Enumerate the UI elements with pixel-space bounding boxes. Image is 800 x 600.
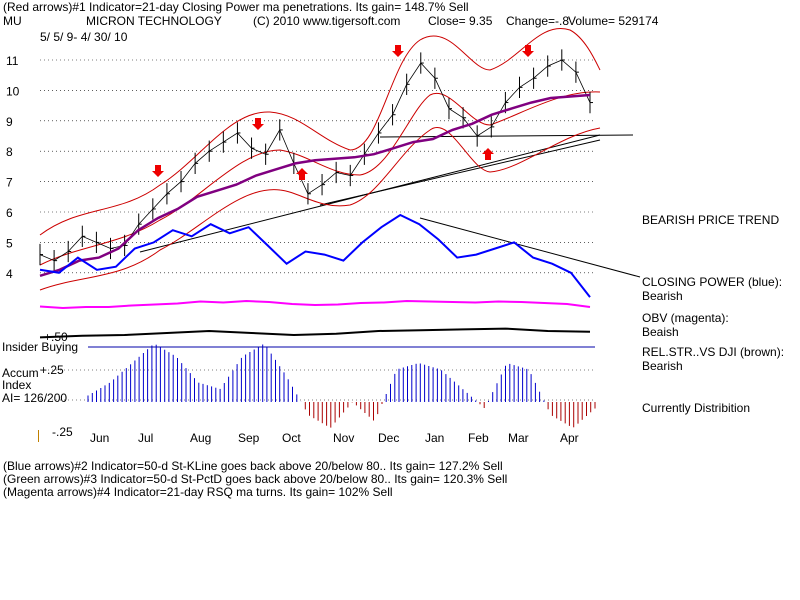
x-tick-jun: Jun bbox=[90, 431, 109, 445]
upper-band bbox=[39, 27, 601, 236]
signal-arrow-buy-5 bbox=[482, 148, 494, 160]
grid-lines bbox=[40, 59, 595, 401]
y-tick-7: 7 bbox=[6, 176, 13, 190]
inner-band bbox=[39, 91, 601, 266]
y-tick-4: 4 bbox=[6, 267, 13, 281]
trendlines bbox=[139, 134, 641, 278]
signal-arrow-sell-0 bbox=[152, 165, 164, 177]
x-tick-dec: Dec bbox=[378, 431, 399, 445]
bollinger-bands bbox=[39, 27, 601, 291]
x-tick-sep: Sep bbox=[238, 431, 260, 445]
x-tick-mar: Mar bbox=[508, 431, 529, 445]
relstr-status: Bearish bbox=[642, 359, 683, 373]
volume-value: Volume= 529174 bbox=[568, 14, 659, 28]
series-rel-str-vs-dji-brown- bbox=[39, 327, 591, 339]
signal-arrow-sell-2 bbox=[392, 45, 404, 57]
signal-arrow-sell-1 bbox=[252, 118, 264, 130]
footer-indicator-3: (Green arrows)#3 Indicator=50-d St-PctD … bbox=[3, 472, 508, 486]
closing-power-trendline bbox=[419, 217, 641, 278]
series-layer bbox=[39, 49, 593, 339]
series-closing-power-blue- bbox=[39, 213, 591, 298]
series-21-day-ma bbox=[39, 93, 591, 277]
series-obv-magenta- bbox=[39, 299, 591, 310]
x-tick-nov: Nov bbox=[333, 431, 354, 445]
horizontal-line bbox=[379, 134, 634, 138]
y-tick-6: 6 bbox=[6, 206, 13, 220]
obv-status: Beaish bbox=[642, 325, 679, 339]
obv-label: OBV (magenta): bbox=[642, 311, 729, 325]
footer-indicator-4: (Magenta arrows)#4 Indicator=21-day RSQ … bbox=[3, 485, 393, 499]
footer-indicator-2: (Blue arrows)#2 Indicator=50-d St-KLine … bbox=[3, 459, 503, 473]
copyright: (C) 2010 www.tigersoft.com bbox=[253, 14, 401, 28]
y-tick-10: 10 bbox=[6, 84, 20, 98]
y-tick-labels: 11 10 9 8 7 6 5 4 bbox=[6, 54, 20, 281]
y-tick-9: 9 bbox=[6, 115, 13, 129]
upper-trendline bbox=[319, 139, 601, 206]
minus25-label: -.25 bbox=[52, 425, 73, 439]
company-name: MICRON TECHNOLOGY bbox=[86, 14, 222, 28]
relstr-label: REL.STR..VS DJI (brown): bbox=[642, 345, 785, 359]
x-tick-aug: Aug bbox=[190, 431, 211, 445]
signal-arrows bbox=[152, 45, 534, 180]
x-tick-apr: Apr bbox=[560, 431, 579, 445]
accum-index-value: AI= 126/200 bbox=[2, 391, 68, 405]
signal-arrow-buy-4 bbox=[296, 168, 308, 180]
x-tick-feb: Feb bbox=[468, 431, 489, 445]
x-tick-labels: Jun Jul Aug Sep Oct Nov Dec Jan Feb Mar Apr bbox=[90, 431, 579, 445]
signal-arrow-sell-3 bbox=[522, 45, 534, 57]
closing-power-status: Bearish bbox=[642, 289, 683, 303]
y-tick-5: 5 bbox=[6, 236, 13, 250]
ticker-symbol: MU bbox=[3, 14, 22, 28]
plus25-label: +.25 bbox=[40, 363, 64, 377]
index-label: Index bbox=[2, 378, 32, 392]
date-range: 5/ 5/ 9- 4/ 30/ 10 bbox=[40, 30, 128, 44]
y-tick-8: 8 bbox=[6, 145, 13, 159]
y-tick-11: 11 bbox=[6, 54, 19, 68]
x-tick-oct: Oct bbox=[282, 431, 301, 445]
distribution-status: Currently Distribition bbox=[642, 401, 751, 415]
accum-label: Accum bbox=[2, 366, 39, 380]
closing-power-label: CLOSING POWER (blue): bbox=[642, 275, 783, 289]
trend-annotation: BEARISH PRICE TREND bbox=[642, 213, 780, 227]
accum-histogram bbox=[87, 344, 596, 428]
change-value: Change=-.8 bbox=[506, 14, 570, 28]
close-value: Close= 9.35 bbox=[428, 14, 493, 28]
x-tick-jul: Jul bbox=[138, 431, 153, 445]
tick-marker bbox=[38, 430, 39, 442]
x-tick-jan: Jan bbox=[425, 431, 444, 445]
lower-band bbox=[39, 127, 601, 291]
header-indicator-1: (Red arrows)#1 Indicator=21-day Closing … bbox=[3, 0, 469, 14]
insider-buying-label: Insider Buying bbox=[2, 340, 79, 354]
